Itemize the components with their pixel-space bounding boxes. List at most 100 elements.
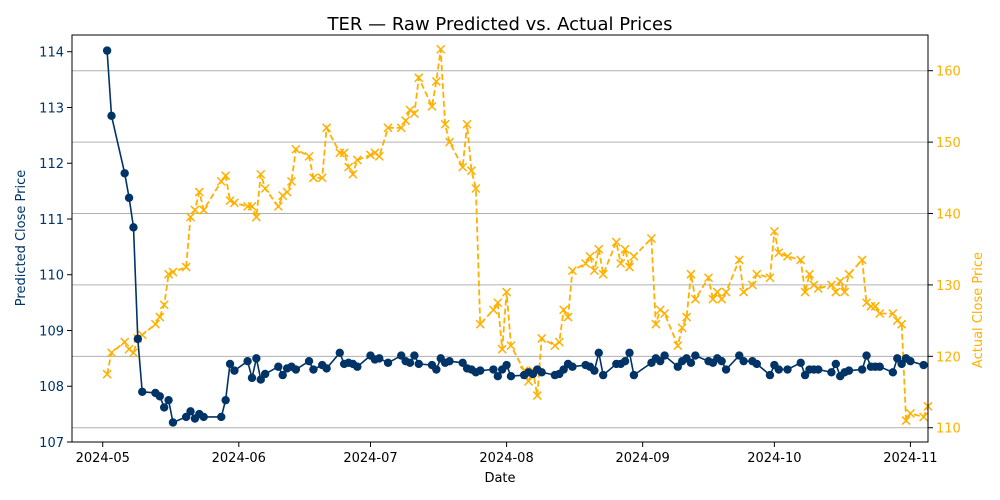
x-tick-label: 2024-06 (212, 451, 266, 466)
actual-point (677, 323, 687, 333)
actual-point (594, 244, 604, 254)
actual-point (739, 287, 749, 297)
predicted-point (383, 358, 393, 368)
actual-point (866, 301, 876, 311)
actual-point (444, 137, 455, 147)
actual-point (897, 319, 907, 329)
predicted-point (304, 356, 314, 366)
predicted-point (598, 370, 608, 380)
actual-point (475, 319, 485, 329)
actual-point (712, 287, 722, 297)
predicted-point (247, 373, 257, 383)
predicted-point (107, 111, 116, 121)
actual-point (462, 119, 472, 129)
actual-point (304, 151, 314, 161)
predicted-point (217, 412, 226, 422)
predicted-point (493, 372, 503, 381)
actual-point (589, 266, 599, 276)
actual-point (168, 267, 178, 277)
predicted-point (796, 358, 805, 368)
actual-point (414, 73, 424, 83)
predicted-point (410, 351, 419, 360)
predicted-point (502, 360, 511, 370)
actual-point (322, 123, 332, 133)
y-right-tick-label: 150 (936, 136, 961, 151)
actual-point (747, 280, 757, 290)
y-left-tick-label: 113 (39, 101, 64, 116)
actual-point (554, 337, 564, 347)
x-tick-label: 2024-08 (479, 451, 533, 466)
y-right-tick-label: 140 (936, 208, 961, 223)
actual-point (497, 344, 507, 354)
predicted-point (537, 368, 546, 377)
actual-point (247, 201, 257, 211)
predicted-point (278, 370, 287, 380)
actual-point (581, 258, 591, 269)
actual-point (150, 319, 160, 329)
actual-point (273, 201, 283, 211)
actual-point (901, 416, 911, 426)
actual-point (888, 308, 898, 319)
predicted-point (133, 334, 143, 344)
actual-point (686, 269, 696, 279)
actual-point (804, 269, 815, 279)
actual-point (352, 155, 362, 165)
actual-point (721, 287, 731, 297)
actual-point (409, 109, 419, 119)
y-left-tick-label: 108 (39, 380, 64, 395)
y-right-tick-label: 130 (936, 279, 961, 294)
predicted-point (252, 354, 261, 363)
actual-point (620, 244, 630, 254)
actual-point (185, 212, 196, 222)
predicted-point (168, 418, 178, 427)
predicted-point (159, 403, 169, 412)
predicted-point (590, 366, 599, 375)
actual-point (401, 116, 411, 126)
predicted-point (129, 223, 138, 232)
y-axis-left: 107 108 109 110 111 112 113 114 (39, 46, 72, 451)
predicted-point (831, 359, 841, 369)
actual-point (840, 287, 850, 297)
actual-point (585, 251, 595, 261)
predicted-point (827, 368, 836, 377)
actual-point (717, 294, 727, 304)
actual-point (440, 119, 450, 129)
actual-point (199, 205, 209, 215)
predicted-point (120, 169, 129, 178)
y-axis-left-title: Predicted Close Price (14, 170, 29, 306)
actual-point (383, 123, 393, 133)
predicted-point (857, 365, 867, 374)
predicted-point (102, 46, 112, 55)
actual-point (344, 162, 354, 172)
predicted-point (739, 356, 748, 366)
predicted-point (691, 351, 700, 360)
predicted-point (309, 365, 318, 374)
predicted-point (660, 351, 669, 360)
actual-point (660, 308, 670, 319)
actual-point (752, 269, 762, 279)
y-axis-right-title: Actual Close Price (971, 252, 986, 368)
actual-point (651, 319, 661, 329)
actual-point (229, 198, 239, 208)
actual-point (765, 273, 775, 283)
actual-point (826, 280, 836, 290)
actual-point (488, 305, 498, 315)
actual-point (598, 269, 608, 279)
actual-point (835, 276, 845, 286)
actual-point (317, 173, 327, 183)
x-tick-label: 2024-11 (883, 451, 937, 466)
predicted-point (594, 348, 603, 357)
actual-point (857, 255, 867, 265)
predicted-point (221, 395, 230, 405)
actual-point (646, 233, 656, 244)
y-right-tick-label: 110 (936, 422, 961, 437)
predicted-point (375, 354, 384, 363)
actual-point (256, 169, 266, 179)
actual-point (611, 237, 621, 247)
actual-point (567, 266, 577, 276)
x-tick-label: 2024-09 (616, 451, 670, 466)
y-axis-right: 110 120 130 140 150 160 (928, 65, 961, 437)
predicted-point (686, 358, 696, 368)
y-left-tick-label: 110 (39, 269, 64, 284)
actual-point (216, 176, 226, 186)
